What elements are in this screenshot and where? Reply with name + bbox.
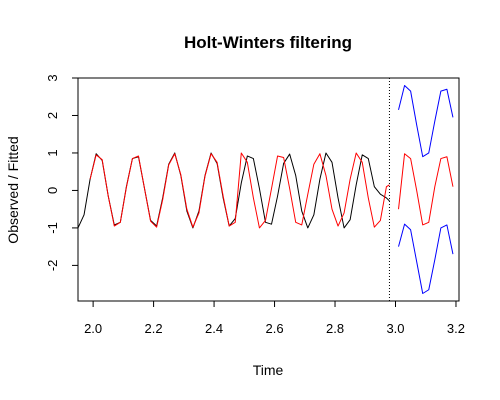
y-axis: -2 -1 0 1 2 3 xyxy=(45,74,78,271)
x-tick-label: 2.8 xyxy=(326,321,344,336)
series-layer xyxy=(78,86,453,294)
x-tick-label: 3.0 xyxy=(386,321,404,336)
y-tick-label: 3 xyxy=(45,74,60,81)
y-tick-label: -1 xyxy=(45,222,60,234)
series-lower-bound-line xyxy=(399,224,453,293)
chart-title: Holt-Winters filtering xyxy=(184,33,352,52)
series-upper-bound-line xyxy=(399,86,453,157)
x-axis: 2.0 2.2 2.4 2.6 2.8 3.0 3.2 xyxy=(84,301,465,336)
plot-frame xyxy=(78,78,459,301)
y-tick-label: -2 xyxy=(45,260,60,272)
x-tick-label: 2.2 xyxy=(145,321,163,336)
x-tick-label: 2.4 xyxy=(205,321,223,336)
series-prediction-line xyxy=(399,154,453,225)
y-tick-label: 0 xyxy=(45,187,60,194)
x-tick-label: 3.2 xyxy=(447,321,465,336)
x-tick-label: 2.6 xyxy=(266,321,284,336)
y-tick-label: 2 xyxy=(45,112,60,119)
x-axis-label: Time xyxy=(253,362,284,378)
y-axis-label: Observed / Fitted xyxy=(5,136,21,243)
y-tick-label: 1 xyxy=(45,149,60,156)
x-tick-label: 2.0 xyxy=(84,321,102,336)
